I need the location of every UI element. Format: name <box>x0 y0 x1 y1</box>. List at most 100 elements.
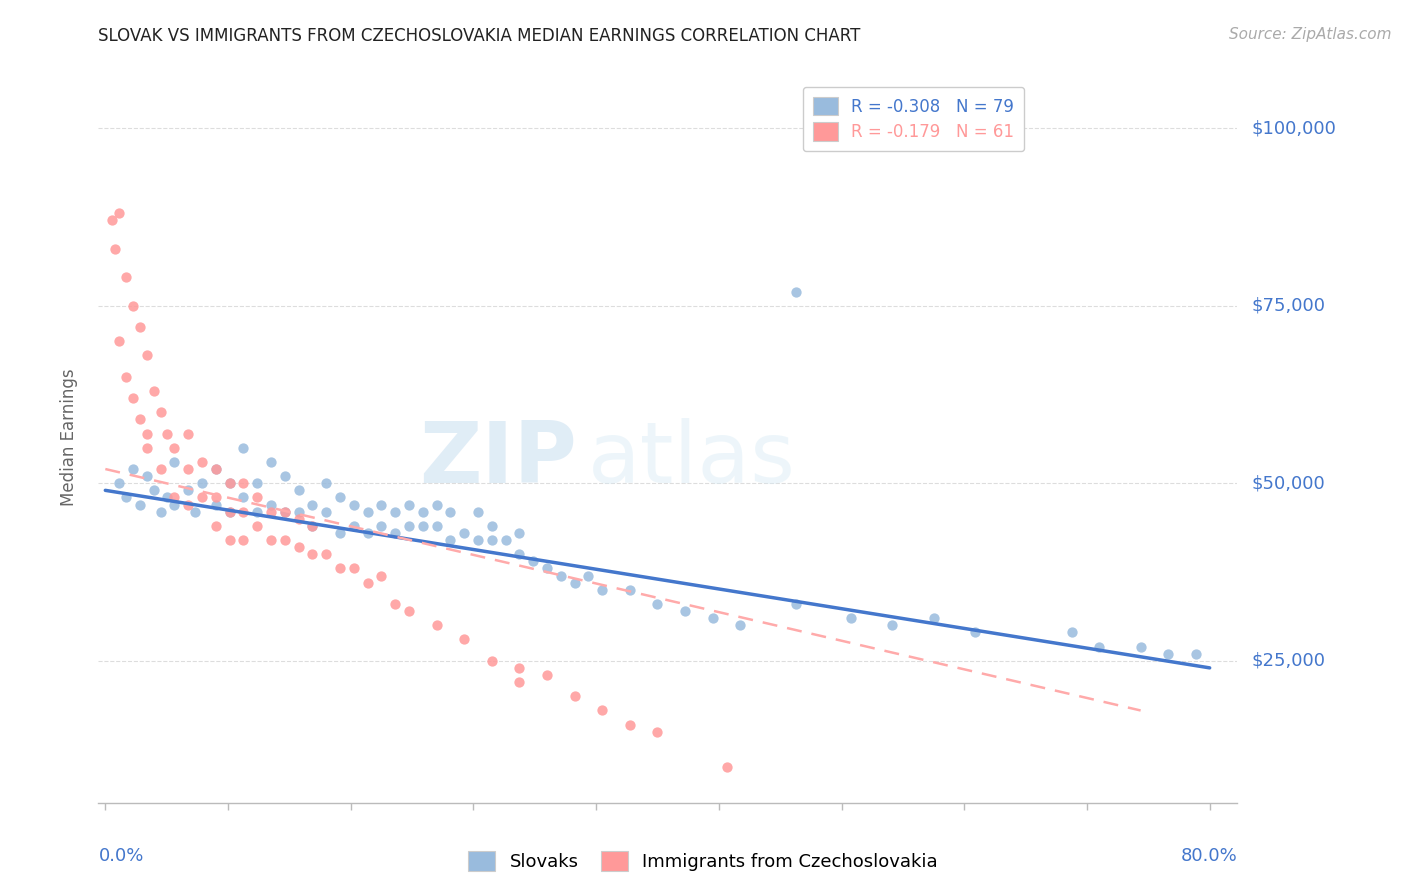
Point <box>122 391 145 405</box>
Point <box>218 533 240 547</box>
Point <box>104 242 127 256</box>
Point <box>177 498 200 512</box>
Point <box>453 632 475 647</box>
Point <box>260 455 283 469</box>
Point <box>115 369 138 384</box>
Point <box>384 597 406 611</box>
Point <box>163 498 186 512</box>
Point <box>550 568 572 582</box>
Text: $100,000: $100,000 <box>1251 120 1336 137</box>
Point <box>412 519 434 533</box>
Point <box>218 476 240 491</box>
Point <box>218 505 240 519</box>
Point <box>260 498 283 512</box>
Point <box>536 561 558 575</box>
Point <box>142 384 165 398</box>
Point <box>246 505 269 519</box>
Point <box>128 498 150 512</box>
Point <box>578 568 600 582</box>
Point <box>384 525 406 540</box>
Point <box>922 611 945 625</box>
Point <box>384 505 406 519</box>
Point <box>426 618 449 632</box>
Point <box>177 462 200 476</box>
Point <box>232 491 254 505</box>
Point <box>343 519 366 533</box>
Point <box>204 462 226 476</box>
Point <box>1185 647 1208 661</box>
Text: $75,000: $75,000 <box>1251 297 1326 315</box>
Point <box>204 519 226 533</box>
Point <box>135 426 157 441</box>
Point <box>647 597 669 611</box>
Point <box>115 270 138 285</box>
Point <box>128 412 150 426</box>
Point <box>882 618 904 632</box>
Point <box>495 533 517 547</box>
Point <box>370 519 392 533</box>
Point <box>329 525 352 540</box>
Point <box>260 505 283 519</box>
Point <box>522 554 544 568</box>
Point <box>149 505 172 519</box>
Text: atlas: atlas <box>588 417 796 500</box>
Point <box>232 505 254 519</box>
Point <box>481 533 503 547</box>
Point <box>508 675 530 690</box>
Point <box>839 611 862 625</box>
Point <box>274 469 297 483</box>
Point <box>204 491 226 505</box>
Point <box>287 483 309 498</box>
Point <box>467 533 489 547</box>
Point <box>673 604 696 618</box>
Point <box>191 455 214 469</box>
Point <box>702 611 724 625</box>
Point <box>1088 640 1111 654</box>
Point <box>122 462 145 476</box>
Text: 80.0%: 80.0% <box>1181 847 1237 864</box>
Point <box>301 498 323 512</box>
Legend: Slovaks, Immigrants from Czechoslovakia: Slovaks, Immigrants from Czechoslovakia <box>461 844 945 879</box>
Point <box>1060 625 1083 640</box>
Point <box>356 575 378 590</box>
Text: ZIP: ZIP <box>419 417 576 500</box>
Point <box>184 505 207 519</box>
Point <box>128 320 150 334</box>
Point <box>647 724 669 739</box>
Point <box>122 299 145 313</box>
Text: $25,000: $25,000 <box>1251 652 1326 670</box>
Point <box>564 575 586 590</box>
Point <box>508 547 530 561</box>
Point <box>619 717 641 731</box>
Point <box>564 690 586 704</box>
Point <box>315 505 337 519</box>
Point <box>218 476 240 491</box>
Point <box>467 505 489 519</box>
Point <box>177 426 200 441</box>
Point <box>329 491 352 505</box>
Point <box>149 405 172 419</box>
Point <box>343 498 366 512</box>
Point <box>398 604 420 618</box>
Point <box>135 348 157 362</box>
Point <box>398 519 420 533</box>
Point <box>191 491 214 505</box>
Point <box>156 426 179 441</box>
Point <box>246 476 269 491</box>
Point <box>785 285 807 299</box>
Point <box>730 618 752 632</box>
Point <box>398 498 420 512</box>
Point <box>156 491 179 505</box>
Point <box>963 625 986 640</box>
Point <box>204 498 226 512</box>
Point <box>356 505 378 519</box>
Point <box>232 533 254 547</box>
Y-axis label: Median Earnings: Median Earnings <box>59 368 77 506</box>
Point <box>301 547 323 561</box>
Point <box>426 519 449 533</box>
Text: $50,000: $50,000 <box>1251 475 1324 492</box>
Point <box>301 519 323 533</box>
Point <box>108 206 131 220</box>
Point <box>315 547 337 561</box>
Text: SLOVAK VS IMMIGRANTS FROM CZECHOSLOVAKIA MEDIAN EARNINGS CORRELATION CHART: SLOVAK VS IMMIGRANTS FROM CZECHOSLOVAKIA… <box>98 27 860 45</box>
